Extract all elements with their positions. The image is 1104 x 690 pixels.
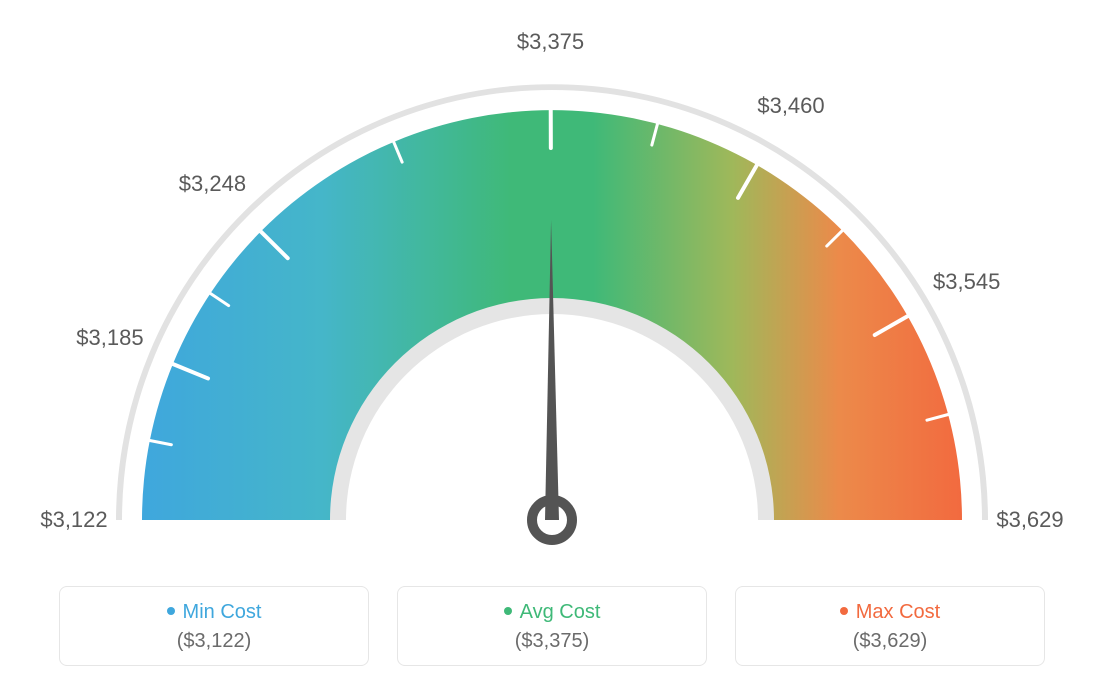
legend-title-max: Max Cost [736,601,1044,624]
scale-label: $3,185 [76,325,143,351]
scale-label: $3,460 [757,93,824,119]
legend-dot-icon [167,607,175,615]
scale-label: $3,248 [179,171,246,197]
legend-title-min: Min Cost [60,601,368,624]
scale-label: $3,629 [996,507,1063,533]
legend-label-text: Avg Cost [520,601,601,623]
scale-label: $3,375 [517,29,584,55]
legend-card-avg: Avg Cost ($3,375) [397,586,707,666]
legend-card-min: Min Cost ($3,122) [59,586,369,666]
legend-label-text: Min Cost [183,601,262,623]
legend-dot-icon [504,607,512,615]
legend-dot-icon [840,607,848,615]
legend-title-avg: Avg Cost [398,601,706,624]
legend-value-text: ($3,629) [736,630,1044,653]
cost-gauge-chart: $3,122 $3,185 $3,248 $3,375 $3,460 $3,545 $3,6… [0,0,1104,560]
legend-row: Min Cost ($3,122) Avg Cost ($3,375) Max Cost… [0,586,1104,666]
legend-card-max: Max Cost ($3,629) [735,586,1045,666]
legend-label-text: Max Cost [856,601,940,623]
legend-value-text: ($3,122) [60,630,368,653]
scale-label: $3,545 [933,269,1000,295]
scale-label: $3,122 [40,507,107,533]
legend-value-text: ($3,375) [398,630,706,653]
